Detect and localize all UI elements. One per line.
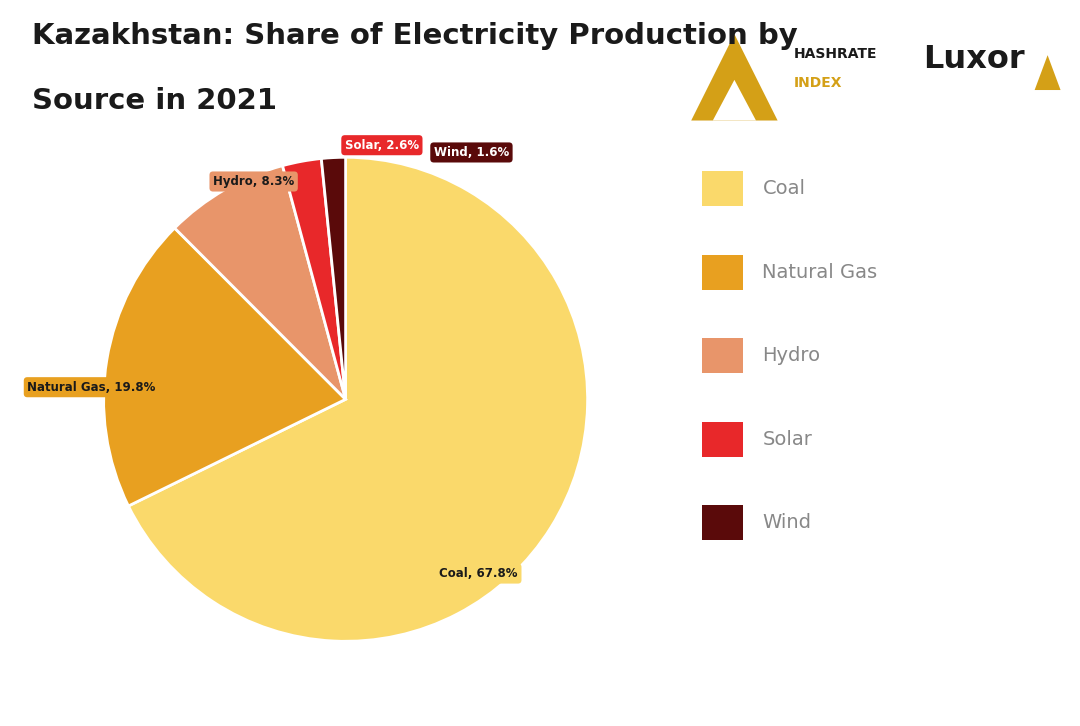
Text: Kazakhstan: Share of Electricity Production by: Kazakhstan: Share of Electricity Product… xyxy=(32,22,798,50)
Text: Solar: Solar xyxy=(762,430,812,449)
Polygon shape xyxy=(713,80,756,121)
Text: Solar, 2.6%: Solar, 2.6% xyxy=(345,139,419,152)
Text: Luxor: Luxor xyxy=(923,44,1025,75)
Polygon shape xyxy=(1035,55,1061,90)
Text: Natural Gas, 19.8%: Natural Gas, 19.8% xyxy=(27,380,156,393)
Text: Hydro, 8.3%: Hydro, 8.3% xyxy=(213,175,294,188)
Text: Coal: Coal xyxy=(762,179,806,198)
Wedge shape xyxy=(322,158,346,399)
Text: Natural Gas: Natural Gas xyxy=(762,263,878,282)
Text: INDEX: INDEX xyxy=(794,76,842,90)
Text: Hydro: Hydro xyxy=(762,346,821,365)
Text: Wind, 1.6%: Wind, 1.6% xyxy=(434,146,509,159)
Text: Wind: Wind xyxy=(762,513,811,532)
Text: Coal, 67.8%: Coal, 67.8% xyxy=(440,567,518,580)
Wedge shape xyxy=(283,158,346,399)
Wedge shape xyxy=(129,158,588,641)
Text: HASHRATE: HASHRATE xyxy=(794,47,877,61)
Wedge shape xyxy=(175,166,346,399)
Polygon shape xyxy=(691,34,778,121)
Text: Source in 2021: Source in 2021 xyxy=(32,87,278,115)
Wedge shape xyxy=(104,228,346,506)
